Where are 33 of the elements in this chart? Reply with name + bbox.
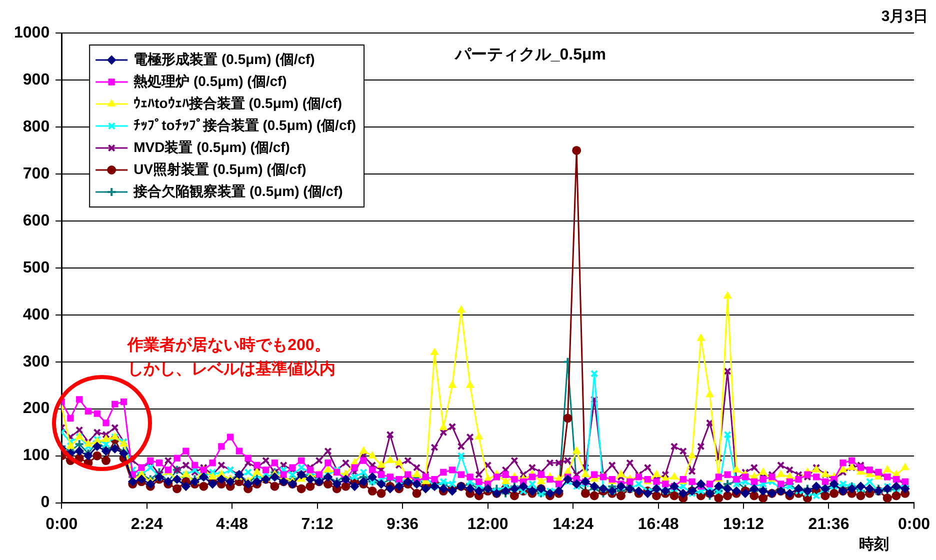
y-tick-label: 300 (22, 353, 50, 370)
x-tick-label: 4:48 (216, 516, 248, 533)
x-tick-label: 16:48 (638, 516, 679, 533)
x-tick-label: 7:12 (301, 516, 334, 533)
y-tick-label: 400 (22, 306, 50, 324)
legend-label: 熱処理炉 (0.5μm) (個/cf) (132, 72, 287, 89)
x-tick-label: 0:00 (898, 516, 930, 533)
x-tick-label: 19:12 (723, 516, 764, 533)
x-tick-label: 9:36 (386, 516, 419, 533)
legend-label: 接合欠陥観察装置 (0.5μm) (個/cf) (132, 182, 343, 199)
y-tick-label: 200 (22, 400, 50, 418)
x-tick-label: 2:24 (130, 516, 163, 533)
y-tick-label: 500 (22, 259, 50, 276)
x-tick-label: 0:00 (46, 516, 78, 533)
y-tick-label: 1000 (14, 24, 50, 42)
legend-label: ﾁｯﾌﾟtoﾁｯﾌﾟ接合装置 (0.5μm) (個/cf) (134, 116, 356, 133)
x-axis-title: 時刻 (858, 534, 889, 553)
y-tick-label: 700 (22, 165, 50, 182)
x-tick-label: 14:24 (552, 516, 594, 533)
x-tick-label: 21:36 (808, 516, 850, 533)
y-tick-label: 900 (22, 71, 50, 88)
y-tick-label: 0 (40, 494, 50, 512)
legend-label: UV照射装置 (0.5μm) (個/cf) (134, 160, 306, 177)
y-tick-label: 600 (22, 212, 50, 230)
text: 3月3日 (881, 8, 928, 26)
legend-label: 電極形成装置 (0.5μm) (個/cf) (134, 50, 315, 67)
legend-label: MVD装置 (0.5μm) (個/cf) (134, 138, 290, 155)
y-tick-label: 800 (22, 118, 50, 136)
legend-label: ｳｪﾊtoｳｪﾊ接合装置 (0.5μm) (個/cf) (134, 94, 342, 111)
annotation: 作業者が居ない時でも200。しかし、レベルは基準値以内 (126, 336, 336, 378)
y-tick-label: 100 (22, 447, 50, 464)
x-tick-label: 12:00 (467, 516, 508, 533)
text: パーティクル_0.5μm (454, 46, 606, 64)
